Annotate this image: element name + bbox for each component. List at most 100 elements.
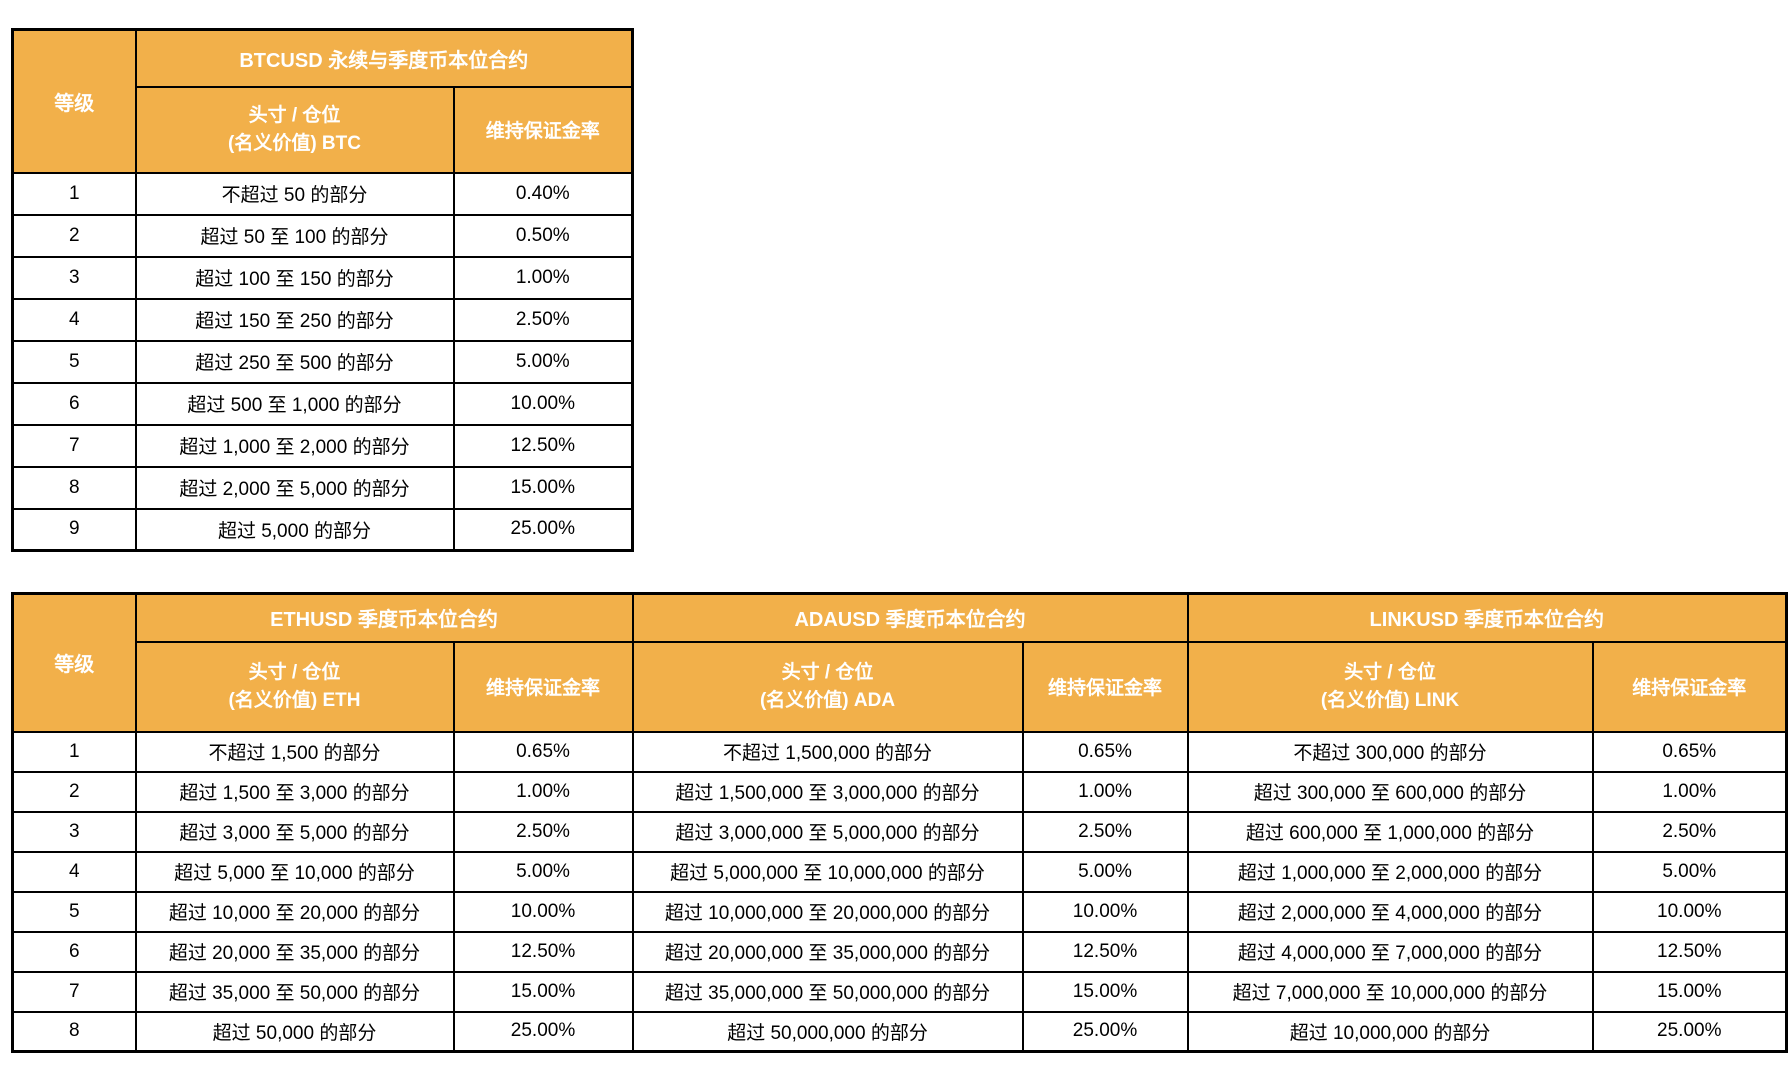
quarterly-table-row: 8 超过 50,000 的部分 25.00% 超过 50,000,000 的部分… [11, 1010, 1788, 1053]
link-margin-cell: 1.00% [1591, 770, 1788, 813]
ada-table-title-cell: ADAUSD 季度币本位合约 [631, 592, 1189, 643]
level-cell: 1 [11, 730, 137, 773]
level-cell: 2 [11, 213, 137, 258]
ada-margin-cell: 10.00% [1021, 890, 1189, 933]
position-cell: 超过 5,000 的部分 [134, 507, 455, 552]
btc-table-row: 2 超过 50 至 100 的部分 0.50% [11, 213, 634, 258]
position-cell: 超过 100 至 150 的部分 [134, 255, 455, 300]
quarterly-table-row: 5 超过 10,000 至 20,000 的部分 10.00% 超过 10,00… [11, 890, 1788, 933]
ada-margin-cell: 15.00% [1021, 970, 1189, 1013]
link-margin-cell: 0.65% [1591, 730, 1788, 773]
margin-cell: 0.40% [452, 171, 634, 216]
eth-margin-cell: 25.00% [452, 1010, 634, 1053]
level-cell: 5 [11, 890, 137, 933]
ada-margin-cell: 1.00% [1021, 770, 1189, 813]
link-margin-cell: 25.00% [1591, 1010, 1788, 1053]
ada-position-header-line2: (名义价值) ADA [759, 689, 896, 711]
eth-position-cell: 超过 50,000 的部分 [134, 1010, 455, 1053]
btc-table-title-cell: BTCUSD 永续与季度币本位合约 [134, 28, 634, 88]
quarterly-table-row: 7 超过 35,000 至 50,000 的部分 15.00% 超过 35,00… [11, 970, 1788, 1013]
quarterly-level-header-cell: 等级 [11, 592, 137, 733]
quarterly-table-row: 2 超过 1,500 至 3,000 的部分 1.00% 超过 1,500,00… [11, 770, 1788, 813]
ada-position-cell: 超过 35,000,000 至 50,000,000 的部分 [631, 970, 1024, 1013]
ada-margin-cell: 2.50% [1021, 810, 1189, 853]
position-cell: 超过 50 至 100 的部分 [134, 213, 455, 258]
eth-margin-cell: 1.00% [452, 770, 634, 813]
margin-cell: 10.00% [452, 381, 634, 426]
margin-cell: 1.00% [452, 255, 634, 300]
eth-margin-header-cell: 维持保证金率 [452, 640, 634, 733]
btc-table-row: 1 不超过 50 的部分 0.40% [11, 171, 634, 216]
btc-table-row: 7 超过 1,000 至 2,000 的部分 12.50% [11, 423, 634, 468]
ada-margin-cell: 0.65% [1021, 730, 1189, 773]
link-position-cell: 超过 1,000,000 至 2,000,000 的部分 [1186, 850, 1594, 893]
quarterly-margin-table: 等级 ETHUSD 季度币本位合约 ADAUSD 季度币本位合约 LINKUSD… [11, 592, 1788, 1053]
level-cell: 4 [11, 850, 137, 893]
position-cell: 超过 2,000 至 5,000 的部分 [134, 465, 455, 510]
eth-position-header-line2: (名义价值) ETH [228, 689, 361, 711]
ada-position-cell: 超过 50,000,000 的部分 [631, 1010, 1024, 1053]
position-cell: 超过 150 至 250 的部分 [134, 297, 455, 342]
link-position-header-line1: 头寸 / 仓位 [1344, 661, 1436, 683]
position-cell: 超过 250 至 500 的部分 [134, 339, 455, 384]
eth-position-cell: 不超过 1,500 的部分 [134, 730, 455, 773]
ada-position-header-cell: 头寸 / 仓位 (名义价值) ADA [631, 640, 1024, 733]
level-cell: 3 [11, 255, 137, 300]
btc-table-row: 5 超过 250 至 500 的部分 5.00% [11, 339, 634, 384]
link-margin-cell: 5.00% [1591, 850, 1788, 893]
ada-margin-cell: 25.00% [1021, 1010, 1189, 1053]
ada-position-cell: 不超过 1,500,000 的部分 [631, 730, 1024, 773]
level-cell: 9 [11, 507, 137, 552]
margin-cell: 2.50% [452, 297, 634, 342]
btc-position-header-line2: (名义价值) BTC [228, 132, 361, 154]
link-position-header-cell: 头寸 / 仓位 (名义价值) LINK [1186, 640, 1594, 733]
btc-level-header-cell: 等级 [11, 28, 137, 174]
link-position-cell: 超过 300,000 至 600,000 的部分 [1186, 770, 1594, 813]
eth-position-cell: 超过 5,000 至 10,000 的部分 [134, 850, 455, 893]
btc-table-row: 3 超过 100 至 150 的部分 1.00% [11, 255, 634, 300]
eth-margin-cell: 0.65% [452, 730, 634, 773]
btc-margin-table: 等级 BTCUSD 永续与季度币本位合约 头寸 / 仓位 (名义价值) BTC … [11, 28, 635, 552]
link-margin-cell: 10.00% [1591, 890, 1788, 933]
eth-margin-cell: 12.50% [452, 930, 634, 973]
level-cell: 2 [11, 770, 137, 813]
ada-position-header-line1: 头寸 / 仓位 [781, 661, 874, 683]
level-cell: 7 [11, 423, 137, 468]
ada-position-cell: 超过 20,000,000 至 35,000,000 的部分 [631, 930, 1024, 973]
margin-cell: 5.00% [452, 339, 634, 384]
eth-margin-cell: 5.00% [452, 850, 634, 893]
link-position-cell: 超过 600,000 至 1,000,000 的部分 [1186, 810, 1594, 853]
level-cell: 1 [11, 171, 137, 216]
link-position-cell: 不超过 300,000 的部分 [1186, 730, 1594, 773]
ada-margin-header-cell: 维持保证金率 [1021, 640, 1189, 733]
ada-position-cell: 超过 10,000,000 至 20,000,000 的部分 [631, 890, 1024, 933]
eth-table-title-cell: ETHUSD 季度币本位合约 [134, 592, 634, 643]
eth-margin-cell: 10.00% [452, 890, 634, 933]
level-cell: 8 [11, 465, 137, 510]
eth-position-cell: 超过 10,000 至 20,000 的部分 [134, 890, 455, 933]
eth-position-header-cell: 头寸 / 仓位 (名义价值) ETH [134, 640, 455, 733]
eth-position-cell: 超过 3,000 至 5,000 的部分 [134, 810, 455, 853]
btc-table-row: 4 超过 150 至 250 的部分 2.50% [11, 297, 634, 342]
quarterly-table-row: 3 超过 3,000 至 5,000 的部分 2.50% 超过 3,000,00… [11, 810, 1788, 853]
level-cell: 6 [11, 930, 137, 973]
position-cell: 超过 500 至 1,000 的部分 [134, 381, 455, 426]
level-cell: 5 [11, 339, 137, 384]
btc-table-row: 6 超过 500 至 1,000 的部分 10.00% [11, 381, 634, 426]
level-cell: 8 [11, 1010, 137, 1053]
btc-position-header-cell: 头寸 / 仓位 (名义价值) BTC [134, 85, 455, 174]
level-cell: 6 [11, 381, 137, 426]
quarterly-table-row: 6 超过 20,000 至 35,000 的部分 12.50% 超过 20,00… [11, 930, 1788, 973]
link-position-cell: 超过 2,000,000 至 4,000,000 的部分 [1186, 890, 1594, 933]
ada-position-cell: 超过 5,000,000 至 10,000,000 的部分 [631, 850, 1024, 893]
level-cell: 7 [11, 970, 137, 1013]
margin-cell: 15.00% [452, 465, 634, 510]
margin-cell: 25.00% [452, 507, 634, 552]
link-margin-cell: 12.50% [1591, 930, 1788, 973]
margin-cell: 12.50% [452, 423, 634, 468]
quarterly-table-row: 1 不超过 1,500 的部分 0.65% 不超过 1,500,000 的部分 … [11, 730, 1788, 773]
ada-position-cell: 超过 3,000,000 至 5,000,000 的部分 [631, 810, 1024, 853]
link-position-cell: 超过 4,000,000 至 7,000,000 的部分 [1186, 930, 1594, 973]
link-position-cell: 超过 7,000,000 至 10,000,000 的部分 [1186, 970, 1594, 1013]
